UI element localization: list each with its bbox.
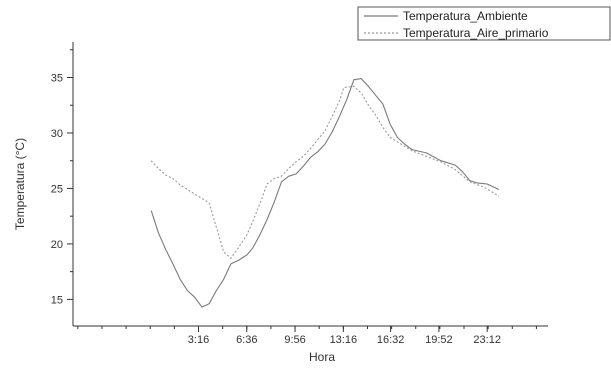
x-tick-label: 23:12 [473, 334, 501, 346]
x-axis-title: Hora [309, 350, 335, 364]
y-tick-label: 35 [51, 73, 63, 85]
y-tick-label: 30 [51, 128, 63, 140]
x-tick-label: 13:16 [330, 334, 358, 346]
x-axis-ticks: 3:16 6:36 9:56 13:16 16:32 19:52 23:12 [77, 326, 537, 346]
y-axis-title: Temperatura (°C) [13, 138, 27, 230]
y-tick-label: 25 [51, 183, 63, 195]
x-tick-label: 19:52 [425, 334, 453, 346]
x-tick-label: 9:56 [284, 334, 305, 346]
legend-label-ambiente: Temperatura_Ambiente [403, 9, 528, 23]
chart-axes [72, 42, 548, 327]
y-axis-ticks: 15 20 25 30 35 [51, 49, 73, 306]
legend-label-aire-primario: Temperatura_Aire_primario [403, 26, 549, 40]
series-layer [150, 78, 500, 308]
x-tick-label: 3:16 [188, 334, 209, 346]
x-tick-label: 6:36 [236, 334, 257, 346]
legend-box [357, 6, 611, 41]
y-tick-label: 20 [51, 239, 63, 251]
series-line-1 [150, 78, 500, 308]
x-tick-label: 16:32 [377, 334, 405, 346]
series-line-2 [150, 85, 500, 259]
chart-legend: Temperatura_Ambiente Temperatura_Aire_pr… [357, 6, 611, 41]
y-tick-label: 15 [51, 294, 63, 306]
